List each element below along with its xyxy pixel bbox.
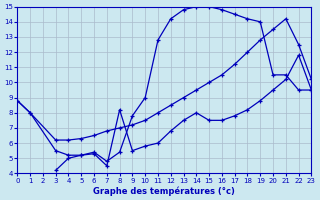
X-axis label: Graphe des températures (°c): Graphe des températures (°c) [93,186,235,196]
